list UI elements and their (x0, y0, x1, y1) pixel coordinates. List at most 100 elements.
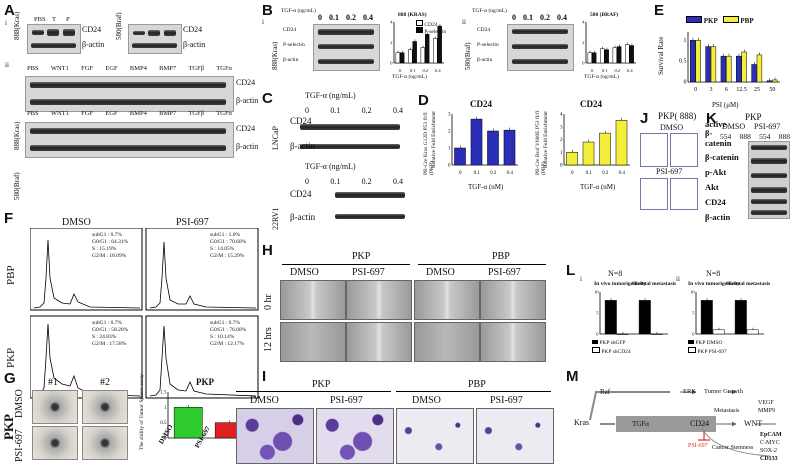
panel-a-cell-580-b: 580(Braf) (13, 172, 21, 200)
f-s3-b: G0/G1 : 58.20% (92, 326, 129, 333)
b-label-cd24-2: CD24 (477, 27, 491, 33)
bar-cd24-0 (587, 52, 592, 64)
i-cond-1: DMSO (250, 395, 279, 406)
j-flow-1 (640, 133, 668, 167)
panel-label-b: B (262, 2, 273, 19)
m-vegf: VEGF (758, 400, 774, 406)
panel-label-a: A (4, 2, 15, 19)
m-psi: PSI-697 (688, 443, 708, 449)
chart-g: 0 0.5 1 1.5 (160, 391, 250, 440)
panel-label-f: F (4, 210, 14, 227)
k-p4: Akt (705, 181, 719, 192)
f-s2-d: G2/M : 15.29% (210, 252, 245, 259)
e-legend-pkp: PKP (703, 17, 718, 25)
c-label-bactin-2: β-actin (290, 212, 316, 222)
k-cell-888: 888 (739, 132, 751, 141)
bar-cd24-2 (420, 47, 425, 64)
lane-bmp7-2: BMP7 (159, 110, 177, 117)
panel-a-lane-row-1: PBS WNT1 FGF EGF BMP4 BMP7 TGFβ TGFα (27, 65, 232, 76)
bar-pkp-0 (454, 147, 466, 166)
l-sub-i: i (580, 275, 582, 283)
panel-a-label-cd24: CD24 (82, 25, 102, 34)
f-s4-d: G2/M : 12.17% (210, 340, 245, 347)
x-tick-label: 0 (459, 171, 462, 175)
f-s1-a: subG1 : 0.7% (92, 232, 123, 238)
panel-b-dose-row-2: 0 0.1 0.2 0.4 (512, 13, 567, 22)
k-p6: β-actin (705, 211, 731, 222)
m-mmp9: MMP9 (758, 408, 776, 414)
x-tick-label: 0.2 (490, 171, 497, 175)
j-psi: PSI-697 (656, 167, 683, 176)
m-cmyc: C-MYC (760, 440, 780, 446)
h-cond-4: PSI-697 (488, 267, 521, 278)
y-tick-label: 1.5 (160, 391, 167, 396)
label-a-ii-cd24-b: CD24 (236, 124, 256, 133)
f-s1-d: G2/M : 18.09% (92, 252, 127, 259)
b-xlabel-2: TGF-α (ng/mL) (584, 74, 619, 80)
bar-cd24-2 (612, 47, 617, 64)
d-xlabel-1: TGF-α (nM) (468, 183, 504, 191)
lane-fgf-2: FGF (81, 110, 94, 117)
y-tick-label: 5 (596, 311, 599, 316)
panel-label-i: I (262, 368, 267, 385)
x-tick-label: 0.4 (627, 68, 633, 73)
f-s2-a: subG1 : 1.0% (210, 232, 241, 238)
x-tick-label: 6 (725, 87, 728, 92)
d-title-1: CD24 (470, 99, 492, 109)
panel-b-cell-888: 888(Kras) (271, 41, 279, 70)
k-blot (748, 141, 790, 219)
bar-pbp-2 (599, 132, 611, 166)
y-tick-label: 0 (448, 164, 451, 169)
panel-label-j: J (640, 110, 649, 127)
g-col-2: #2 (100, 377, 110, 388)
bar-p-selectin-0 (400, 52, 405, 64)
m-wnt: WNT (744, 419, 763, 428)
y-tick-label: 10 (594, 290, 599, 295)
y-tick-label: 0 (692, 332, 695, 337)
chart-e: 0 3 6 12.5 25 50 0 0.5 1 (679, 32, 780, 92)
bar-pbp-3 (615, 120, 628, 166)
k-psi: PSI-697 (754, 122, 781, 131)
i-img-1 (236, 408, 314, 464)
g-row-psi: PSI-697 (14, 429, 25, 462)
f-s1-b: G0/G1 : 64.31% (92, 238, 129, 245)
y-tick-label: 3 (448, 113, 451, 118)
l-col-2a: In vivo tumorigenicity (688, 281, 741, 287)
bar-pbp-5 (772, 79, 778, 83)
y-tick-label: 2 (582, 40, 584, 45)
h-img-4 (480, 280, 546, 320)
j-flow-2 (670, 133, 698, 167)
lane-egf-2: EGF (105, 110, 118, 117)
b-label-psel-2: P-selectin (477, 42, 499, 48)
y-tick-label: 2 (390, 40, 392, 45)
panel-a-lane-t: T (52, 16, 56, 23)
c-dose-01-b: 0.1 (330, 177, 341, 186)
panel-b-sub-ii: ii (462, 18, 466, 26)
h-img-2 (346, 280, 412, 320)
k-group: PKP (745, 112, 762, 122)
x-tick-label: 0.2 (422, 68, 428, 73)
x-tick-label: 0.2 (614, 68, 620, 73)
c-dose-04-b: 0.4 (392, 177, 403, 186)
e-xlabel: PSI (μM) (712, 101, 739, 109)
chart-b-580: 0 0.1 0.2 0.4 0 2 4 (582, 20, 636, 73)
l-n-2: N=8 (706, 269, 721, 278)
y-tick-label: 0.5 (160, 421, 167, 426)
lane-tgfa-2: TGFα (216, 110, 232, 117)
panel-a-lane-p: P (66, 16, 70, 23)
j-flow-3 (640, 178, 668, 210)
c-dose-0-b: 0 (305, 177, 309, 186)
g-img-1 (32, 390, 78, 424)
b-label-bactin: β-actin (283, 57, 299, 63)
chart-d-pbp: 0 0.1 0.2 0.4 0 1 2 3 4 (560, 113, 630, 175)
lane-tgfb: TGFβ (188, 65, 205, 72)
f-row-pbp: PBP (5, 265, 17, 285)
g-row-dmso: DMSO (14, 389, 25, 418)
chart-l-ii: 0 5 10 (690, 290, 764, 337)
x-tick-label: 0 (399, 68, 402, 73)
c-label-cd24-2: CD24 (290, 189, 312, 199)
c-dose-0: 0 (305, 106, 309, 115)
c-dose-row-2: 0 0.1 0.2 0.4 (305, 177, 403, 186)
l-legend-i: PKP shGFP PKP shCD24 (592, 340, 631, 356)
g-chart-title: PKP (196, 377, 214, 387)
